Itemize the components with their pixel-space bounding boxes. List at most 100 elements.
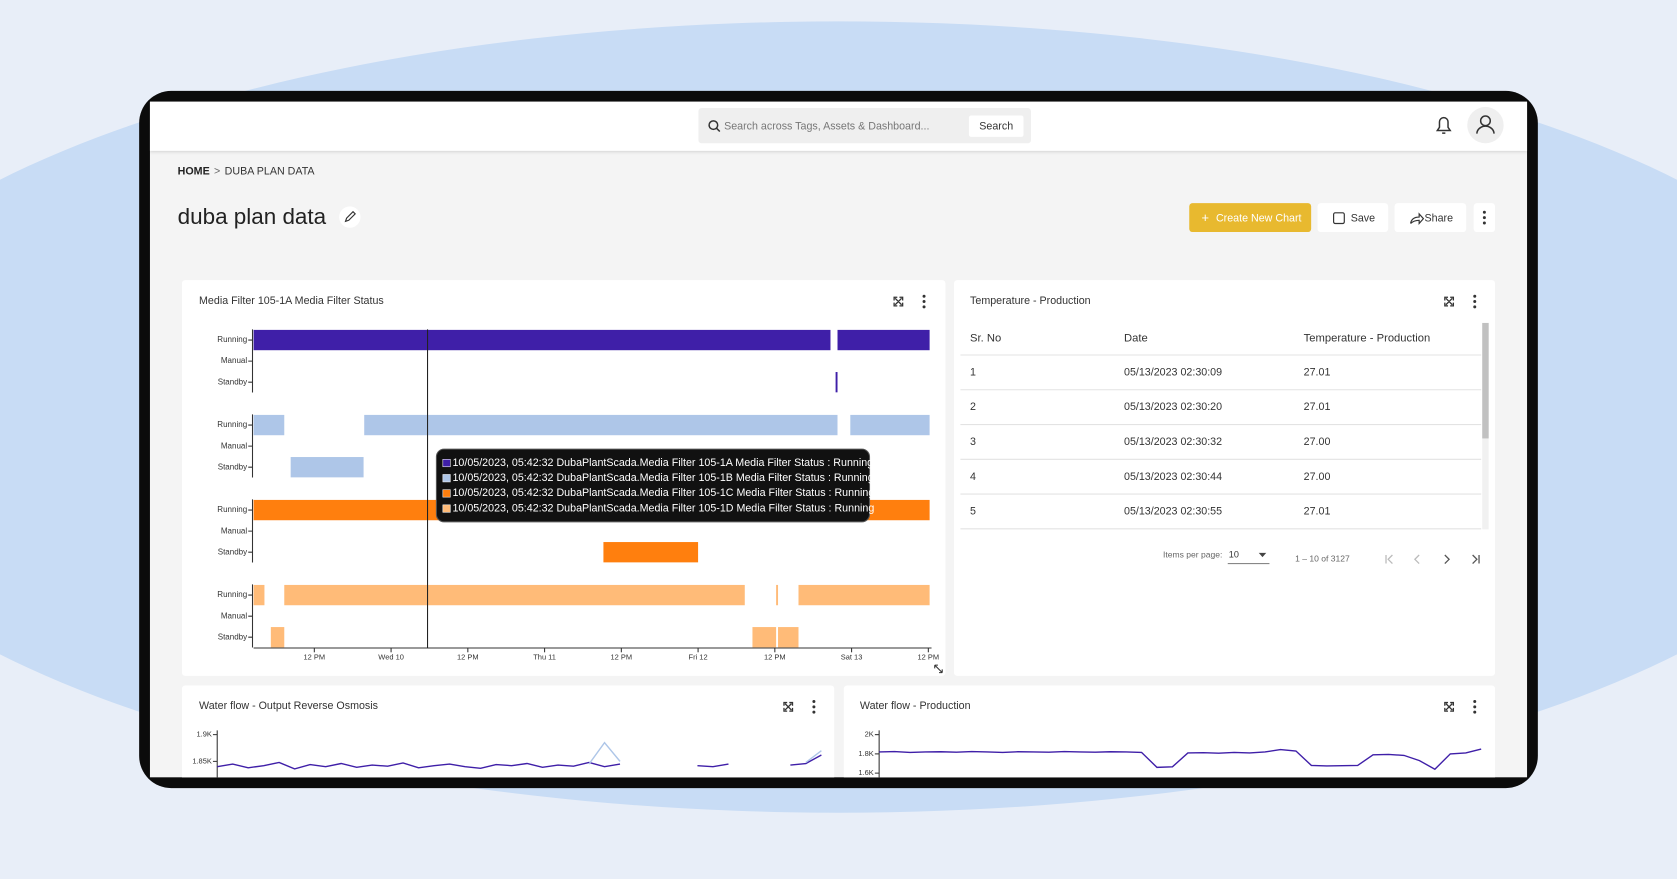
x-tick-label: 12 PM — [918, 653, 940, 662]
table-cell: 27.01 — [1304, 401, 1331, 413]
expand-icon[interactable] — [893, 296, 904, 307]
more-icon[interactable] — [1473, 294, 1477, 298]
create-chart-label: Create New Chart — [1216, 213, 1302, 225]
more-icon[interactable] — [922, 305, 926, 309]
items-per-page-label: Items per page: — [1163, 549, 1222, 559]
state-bar — [284, 584, 745, 606]
state-bar — [752, 627, 777, 648]
state-bar — [364, 414, 838, 436]
scrollbar-thumb[interactable] — [1482, 322, 1489, 439]
state-bar — [270, 627, 285, 648]
table-cell: 05/13/2023 02:30:32 — [1124, 436, 1222, 448]
resize-handle[interactable] — [934, 664, 943, 674]
lane-state-label: Running — [217, 420, 247, 429]
edit-button[interactable] — [339, 206, 361, 228]
pagination-button[interactable] — [1413, 554, 1420, 564]
lane-state-label: Running — [217, 590, 247, 599]
table-cell: 5 — [970, 506, 976, 518]
share-label: Share — [1425, 213, 1454, 225]
lane-state-label: Manual — [221, 441, 248, 450]
more-icon[interactable] — [1473, 699, 1477, 703]
column-header: Sr. No — [970, 332, 1001, 344]
table-cell: 3 — [970, 436, 976, 448]
tooltip-swatch — [442, 474, 451, 483]
save-label: Save — [1351, 213, 1375, 225]
state-bar — [835, 372, 838, 393]
search-icon — [708, 120, 719, 131]
table-cell: 1 — [970, 366, 976, 378]
save-button[interactable] — [1317, 203, 1389, 233]
lane-state-label: Manual — [221, 611, 248, 620]
breadcrumb-separator: > — [214, 165, 220, 177]
more-icon[interactable] — [922, 300, 926, 304]
lane-state-label: Manual — [221, 356, 248, 365]
more-icon[interactable] — [1473, 710, 1477, 714]
column-header: Temperature - Production — [1304, 332, 1431, 344]
table-cell: 05/13/2023 02:30:09 — [1124, 366, 1222, 378]
y-tick-label: 1.6K — [858, 768, 873, 777]
bell-icon[interactable] — [1435, 116, 1452, 134]
edit-icon — [344, 210, 356, 223]
plus-icon: + — [1202, 210, 1210, 225]
y-tick-label: 2K — [865, 730, 874, 739]
more-icon[interactable] — [1473, 705, 1477, 709]
tooltip-line: 10/05/2023, 05:42:32 DubaPlantScada.Medi… — [452, 487, 874, 499]
x-tick-label: Wed 10 — [378, 653, 404, 662]
state-bar — [776, 584, 779, 606]
items-per-page-value[interactable]: 10 — [1229, 549, 1239, 559]
pagination-button[interactable] — [1385, 554, 1393, 564]
create-chart-button[interactable] — [1189, 203, 1312, 233]
search-box[interactable] — [698, 108, 1031, 144]
lane-state-label: Manual — [221, 526, 248, 535]
lane-state-label: Standby — [218, 377, 247, 386]
lane-state-label: Running — [217, 505, 247, 514]
more-icon[interactable] — [812, 699, 816, 703]
x-tick-label: 12 PM — [764, 653, 786, 662]
expand-icon[interactable] — [1444, 701, 1455, 712]
share-button[interactable] — [1394, 203, 1467, 233]
tooltip-line: 10/05/2023, 05:42:32 DubaPlantScada.Medi… — [452, 502, 874, 514]
search-placeholder: Search across Tags, Assets & Dashboard..… — [724, 121, 929, 133]
page-title: duba plan data — [178, 204, 327, 229]
tooltip-line: 10/05/2023, 05:42:32 DubaPlantScada.Medi… — [452, 457, 873, 469]
range-label: 1 – 10 of 3127 — [1295, 554, 1350, 564]
table-cell: 27.01 — [1304, 506, 1331, 518]
pagination-button[interactable] — [1444, 554, 1451, 564]
tooltip-swatch — [442, 504, 451, 513]
state-bar — [603, 542, 699, 563]
more-icon[interactable] — [922, 294, 926, 298]
more-icon[interactable] — [812, 705, 816, 709]
widget-line — [181, 685, 835, 778]
lane-state-label: Standby — [218, 462, 247, 471]
search-button[interactable] — [968, 115, 1024, 137]
table-cell: 2 — [970, 401, 976, 413]
state-bar — [253, 329, 831, 351]
more-icon[interactable] — [1473, 305, 1477, 309]
tooltip-line: 10/05/2023, 05:42:32 DubaPlantScada.Medi… — [452, 472, 873, 484]
table-cell: 05/13/2023 02:30:44 — [1124, 471, 1222, 483]
column-header: Date — [1124, 332, 1148, 344]
user-icon — [1476, 125, 1495, 134]
line-series — [879, 748, 1482, 771]
expand-icon[interactable] — [1444, 296, 1455, 307]
state-bar — [253, 584, 265, 606]
widget-title: Water flow - Production — [860, 700, 971, 712]
state-bar — [850, 414, 930, 436]
more-icon[interactable] — [1473, 300, 1477, 304]
state-bar — [837, 329, 930, 351]
x-tick-label: 12 PM — [304, 653, 326, 662]
share-icon — [1410, 212, 1425, 226]
y-tick-label: 1.9K — [196, 730, 211, 739]
more-icon[interactable] — [812, 710, 816, 714]
lane-state-label: Standby — [218, 632, 247, 641]
x-tick-label: Fri 12 — [689, 653, 708, 662]
pagination-button[interactable] — [1472, 554, 1480, 564]
tooltip — [435, 448, 871, 523]
breadcrumb-home[interactable]: HOME — [178, 165, 210, 177]
expand-icon[interactable] — [783, 701, 794, 712]
dropdown-arrow — [1258, 552, 1267, 558]
search-icon — [716, 127, 721, 133]
breadcrumb-current: DUBA PLAN DATA — [225, 165, 316, 177]
state-bar — [253, 414, 285, 436]
